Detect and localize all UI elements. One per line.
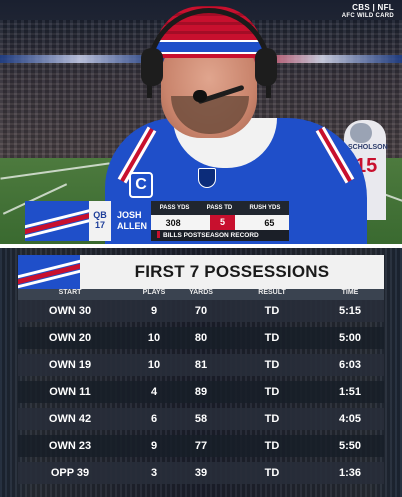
stat-values: 308 5 65 (151, 215, 289, 230)
jersey-number: 17 (94, 220, 105, 230)
cell-time: 1:51 (338, 386, 362, 398)
board-header: FIRST 7 POSSESSIONS (18, 255, 384, 289)
headset-earcup-right (255, 48, 277, 86)
cell-plays: 3 (150, 467, 158, 479)
table-row: OWN 11 4 89 TD 1:51 (18, 381, 384, 403)
cell-yards: 39 (194, 467, 208, 479)
cell-result: TD (264, 332, 280, 344)
cell-result: TD (264, 386, 280, 398)
stat-value-pass-td: 5 (210, 215, 236, 230)
table-row: OWN 30 9 70 TD 5:15 (18, 300, 384, 322)
column-header-result: RESULT (258, 289, 286, 296)
footnote-accent (157, 231, 160, 238)
table-row: OWN 19 10 81 TD 6:03 (18, 354, 384, 376)
cell-time: 5:50 (338, 440, 362, 452)
cell-yards: 81 (194, 359, 208, 371)
cell-result: TD (264, 440, 280, 452)
cell-plays: 9 (150, 305, 158, 317)
game-round: AFC WILD CARD (341, 13, 394, 19)
table-row: OWN 42 6 58 TD 4:05 (18, 408, 384, 430)
table-row: OWN 20 10 80 TD 5:00 (18, 327, 384, 349)
possessions-board: FIRST 7 POSSESSIONS START PLAYS YARDS RE… (0, 248, 402, 497)
cell-result: TD (264, 359, 280, 371)
microphone-icon (193, 90, 207, 102)
panel-divider (0, 244, 402, 248)
column-header-yards: YARDS (189, 289, 213, 296)
stat-headers: PASS YDS PASS TD RUSH YDS (151, 201, 289, 215)
cell-time: 6:03 (338, 359, 362, 371)
player-position: QB 17 (89, 201, 111, 241)
network-name: CBS | NFL (352, 3, 394, 12)
cell-plays: 4 (150, 386, 158, 398)
captain-patch-icon: C (129, 172, 153, 198)
possessions-table: OWN 30 9 70 TD 5:15 OWN 20 10 80 TD 5:00… (18, 300, 384, 489)
stat-value-rush-yds: 65 (264, 217, 275, 228)
cell-start: OWN 20 (48, 332, 92, 344)
stat-header-pass-yds: PASS YDS (159, 205, 190, 211)
stat-header-pass-td: PASS TD (206, 205, 233, 211)
first-name: JOSH (117, 210, 142, 220)
cell-time: 4:05 (338, 413, 362, 425)
headset-earcup-left (141, 48, 163, 86)
cell-yards: 80 (194, 332, 208, 344)
stat-box: PASS YDS PASS TD RUSH YDS 308 5 65 BILLS… (151, 201, 289, 241)
cell-plays: 6 (150, 413, 158, 425)
cell-yards: 89 (194, 386, 208, 398)
column-header-time: TIME (341, 289, 359, 296)
cell-plays: 9 (150, 440, 158, 452)
cell-yards: 77 (194, 440, 208, 452)
cell-yards: 70 (194, 305, 208, 317)
cell-start: OWN 23 (48, 440, 92, 452)
cell-start: OWN 19 (48, 359, 92, 371)
cell-yards: 58 (194, 413, 208, 425)
bills-logo-icon (25, 201, 89, 241)
broadcast-still: SCHOLSON 15 C CBS | NFL AFC WILD CARD QB… (0, 0, 402, 244)
board-title: FIRST 7 POSSESSIONS (80, 255, 384, 289)
cell-result: TD (264, 413, 280, 425)
helmet-icon (350, 123, 372, 143)
column-header-start: START (58, 289, 82, 296)
stat-value-pass-yds: 308 (165, 217, 181, 228)
cell-start: OWN 42 (48, 413, 92, 425)
background-player-name: SCHOLSON (348, 144, 388, 151)
cell-time: 5:00 (338, 332, 362, 344)
lower-third-graphic: QB 17 JOSH ALLEN PASS YDS PASS TD RUSH Y… (25, 201, 289, 241)
position-label: QB (93, 210, 107, 220)
cell-plays: 10 (147, 359, 161, 371)
cell-time: 1:36 (338, 467, 362, 479)
cell-start: OPP 39 (50, 467, 90, 479)
bills-logo-icon (18, 255, 80, 289)
table-row: OPP 39 3 39 TD 1:36 (18, 462, 384, 484)
player-name: JOSH ALLEN (111, 201, 151, 241)
stat-header-rush-yds: RUSH YDS (249, 205, 281, 211)
cell-plays: 10 (147, 332, 161, 344)
footnote-text: BILLS POSTSEASON RECORD (163, 232, 259, 239)
cell-start: OWN 30 (48, 305, 92, 317)
cell-start: OWN 11 (49, 386, 91, 398)
stat-footnote: BILLS POSTSEASON RECORD (151, 230, 289, 241)
last-name: ALLEN (117, 221, 147, 231)
network-bug: CBS | NFL AFC WILD CARD (342, 3, 394, 21)
cell-time: 5:15 (338, 305, 362, 317)
column-header-plays: PLAYS (142, 289, 166, 296)
cell-result: TD (264, 467, 280, 479)
cell-result: TD (264, 305, 280, 317)
yard-line (0, 162, 110, 180)
table-row: OWN 23 9 77 TD 5:50 (18, 435, 384, 457)
column-headers: START PLAYS YARDS RESULT TIME (18, 289, 384, 300)
nfl-shield-icon (198, 168, 216, 188)
